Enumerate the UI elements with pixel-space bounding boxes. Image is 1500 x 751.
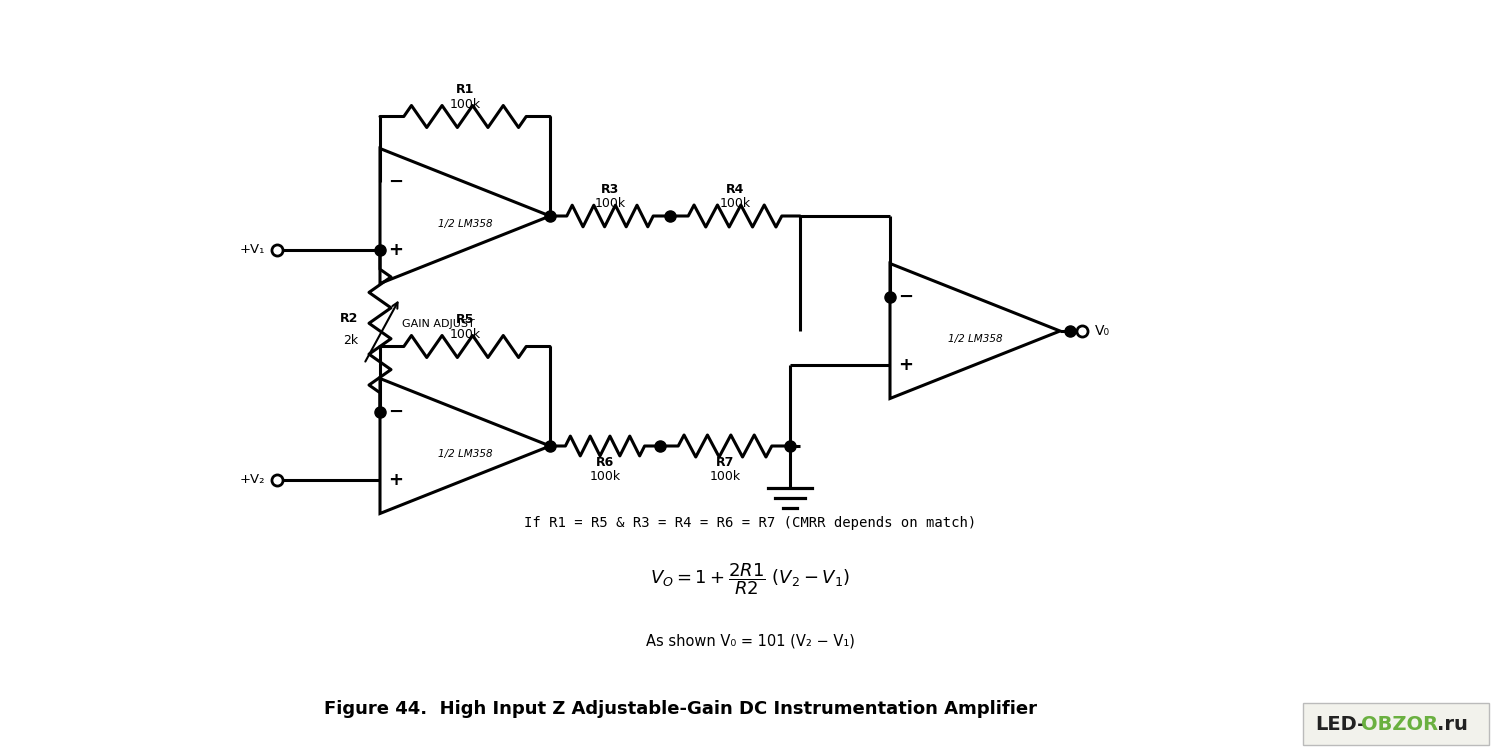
Text: R7: R7: [716, 456, 734, 469]
Text: R4: R4: [726, 183, 744, 196]
Text: 100k: 100k: [590, 470, 621, 483]
Text: 100k: 100k: [720, 197, 750, 210]
Text: R2: R2: [339, 312, 358, 324]
Text: 100k: 100k: [710, 470, 741, 483]
Text: R1: R1: [456, 83, 474, 96]
Text: $V_O = 1 + \dfrac{2R1}{R2}\ (V_2 - V_1)$: $V_O = 1 + \dfrac{2R1}{R2}\ (V_2 - V_1)$: [650, 561, 850, 597]
Text: 2k: 2k: [344, 334, 358, 348]
Text: 100k: 100k: [450, 327, 480, 340]
Text: OBZOR: OBZOR: [1362, 716, 1438, 734]
Text: 1/2 LM358: 1/2 LM358: [438, 219, 492, 229]
Text: 100k: 100k: [594, 197, 626, 210]
Text: −: −: [898, 288, 914, 306]
Text: R3: R3: [602, 183, 619, 196]
Text: +: +: [388, 471, 404, 489]
FancyBboxPatch shape: [1304, 703, 1490, 745]
Text: 1/2 LM358: 1/2 LM358: [948, 334, 1002, 344]
Text: −: −: [388, 173, 404, 192]
Text: R6: R6: [596, 456, 613, 469]
Text: R5: R5: [456, 313, 474, 327]
Text: As shown V₀ = 101 (V₂ − V₁): As shown V₀ = 101 (V₂ − V₁): [645, 634, 855, 649]
Text: V₀: V₀: [1095, 324, 1110, 338]
Text: Figure 44.  High Input Z Adjustable-Gain DC Instrumentation Amplifier: Figure 44. High Input Z Adjustable-Gain …: [324, 700, 1036, 718]
Text: +V₂: +V₂: [240, 473, 266, 486]
Text: GAIN ADJUST: GAIN ADJUST: [402, 319, 474, 329]
Text: .ru: .ru: [1437, 716, 1468, 734]
Text: 100k: 100k: [450, 98, 480, 110]
Text: −: −: [388, 403, 404, 421]
Text: +: +: [388, 241, 404, 259]
Text: +V₁: +V₁: [240, 243, 266, 256]
Text: +: +: [898, 356, 914, 374]
Text: LED-: LED-: [1316, 716, 1365, 734]
Text: 1/2 LM358: 1/2 LM358: [438, 449, 492, 459]
Text: If R1 = R5 & R3 = R4 = R6 = R7 (CMRR depends on match): If R1 = R5 & R3 = R4 = R6 = R7 (CMRR dep…: [524, 516, 976, 530]
